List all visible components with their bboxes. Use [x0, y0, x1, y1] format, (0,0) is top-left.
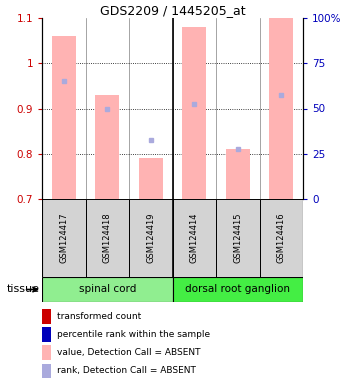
Bar: [95, 95, 119, 199]
Text: GSM124415: GSM124415: [233, 213, 242, 263]
Text: GSM124418: GSM124418: [103, 213, 112, 263]
Bar: [260, 199, 303, 277]
Bar: [86, 199, 129, 277]
Bar: [52, 36, 76, 199]
Text: transformed count: transformed count: [57, 312, 142, 321]
Title: GDS2209 / 1445205_at: GDS2209 / 1445205_at: [100, 4, 245, 17]
Text: tissue: tissue: [6, 285, 40, 295]
Text: GSM124416: GSM124416: [277, 213, 286, 263]
Text: percentile rank within the sample: percentile rank within the sample: [57, 330, 210, 339]
Bar: [182, 27, 206, 199]
Text: spinal cord: spinal cord: [78, 285, 136, 295]
Bar: [269, 18, 293, 199]
Bar: [139, 158, 163, 199]
FancyBboxPatch shape: [42, 328, 50, 342]
Text: GSM124417: GSM124417: [59, 213, 68, 263]
Bar: [173, 199, 216, 277]
Text: dorsal root ganglion: dorsal root ganglion: [185, 285, 290, 295]
Text: GSM124414: GSM124414: [190, 213, 199, 263]
Bar: [173, 277, 303, 302]
Bar: [42, 277, 173, 302]
FancyBboxPatch shape: [42, 346, 50, 360]
Text: rank, Detection Call = ABSENT: rank, Detection Call = ABSENT: [57, 366, 196, 376]
Bar: [216, 199, 260, 277]
Bar: [226, 149, 250, 199]
Text: value, Detection Call = ABSENT: value, Detection Call = ABSENT: [57, 348, 201, 358]
Bar: [42, 199, 86, 277]
Text: GSM124419: GSM124419: [146, 213, 155, 263]
Bar: [129, 199, 173, 277]
FancyBboxPatch shape: [42, 310, 50, 324]
FancyBboxPatch shape: [42, 364, 50, 378]
